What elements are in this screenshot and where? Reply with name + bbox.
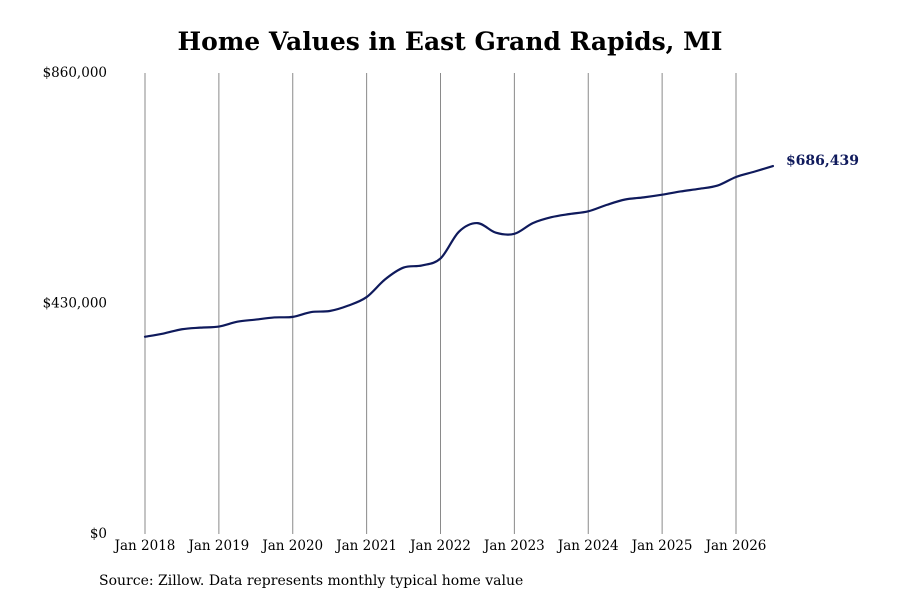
x-tick-label: Jan 2018: [113, 538, 176, 554]
vertical-gridlines: [144, 73, 737, 534]
x-tick-label: Jan 2021: [334, 538, 397, 554]
x-tick-label: Jan 2024: [556, 538, 619, 554]
x-tick-label: Jan 2026: [704, 538, 767, 554]
source-note: Source: Zillow. Data represents monthly …: [99, 573, 524, 589]
x-axis-tick-labels: Jan 2018 Jan 2019 Jan 2020 Jan 2021 Jan 2022…: [113, 538, 767, 554]
y-tick-label: $860,000: [43, 65, 107, 81]
x-tick-label: Jan 2019: [186, 538, 249, 554]
x-tick-label: Jan 2023: [482, 538, 545, 554]
home-value-series-line: [143, 164, 775, 338]
y-tick-label: $430,000: [43, 296, 107, 312]
y-axis-tick-labels: $0 $430,000 $860,000: [43, 65, 107, 542]
y-tick-label: $0: [90, 526, 107, 542]
latest-value-label: $686,439: [786, 153, 859, 169]
x-tick-label: Jan 2025: [630, 538, 693, 554]
x-tick-label: Jan 2020: [260, 538, 323, 554]
chart-title: Home Values in East Grand Rapids, MI: [177, 27, 723, 56]
x-tick-label: Jan 2022: [408, 538, 471, 554]
